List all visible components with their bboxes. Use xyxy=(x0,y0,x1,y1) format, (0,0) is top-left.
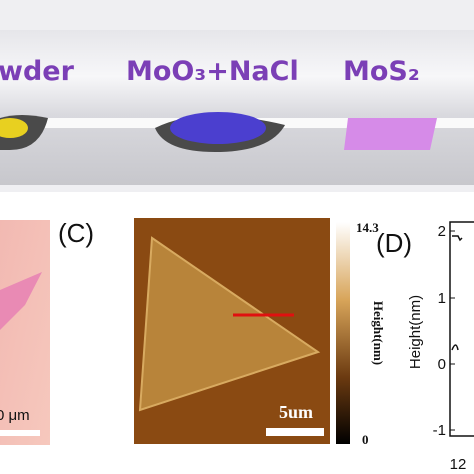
y-tick-label: 2 xyxy=(438,223,446,240)
flake xyxy=(0,272,42,330)
colorbar xyxy=(336,222,350,444)
substrate xyxy=(344,118,437,150)
label-d: (D) xyxy=(376,228,412,258)
powder xyxy=(0,118,28,138)
label-c: (C) xyxy=(58,218,94,248)
scale-label-c: 5um xyxy=(279,402,313,422)
colorbar-title: Height(nm) xyxy=(371,301,386,365)
y-title: Height(nm) xyxy=(407,295,424,369)
colorbar-min: 0 xyxy=(362,432,369,447)
optical-image xyxy=(0,220,50,445)
precursor xyxy=(170,112,266,144)
label-powder: wder xyxy=(0,56,75,87)
y-tick-label: 1 xyxy=(438,290,446,307)
tube xyxy=(0,30,474,185)
x-tick-label: 12 xyxy=(450,456,467,473)
profile-curve xyxy=(451,235,463,351)
colorbar-max: 14.3 xyxy=(356,220,379,235)
plot-frame xyxy=(449,221,474,437)
label-moo3: MoO₃+NaCl xyxy=(126,56,299,87)
y-tick-label: 0 xyxy=(438,356,446,373)
y-tick-label: -1 xyxy=(433,422,446,439)
scale-bar-c xyxy=(266,428,324,436)
label-mos2: MoS₂ xyxy=(343,56,420,87)
triangle xyxy=(138,236,321,412)
scale-label-b: 0 μm xyxy=(0,407,30,424)
scale-bar-b xyxy=(0,430,40,436)
